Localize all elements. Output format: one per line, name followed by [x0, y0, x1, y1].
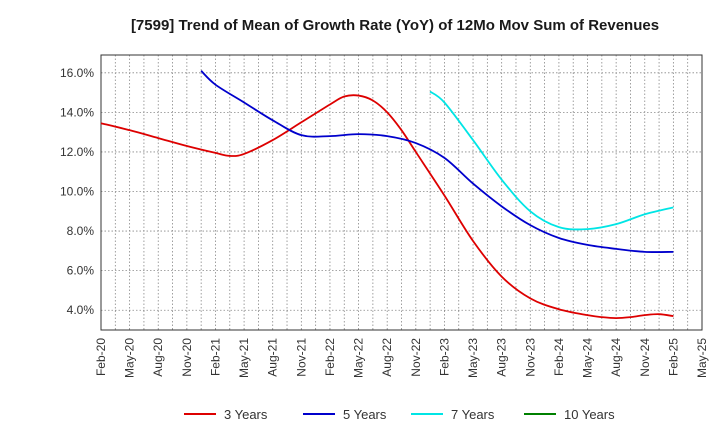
plot-area	[100, 54, 703, 331]
x-tick-label: Aug-20	[151, 338, 165, 377]
x-tick-label: Feb-23	[437, 338, 451, 376]
x-tick-label: May-20	[123, 338, 137, 378]
y-tick-label: 10.0%	[60, 185, 94, 199]
x-tick-label: Aug-22	[380, 338, 394, 377]
grid	[100, 55, 703, 330]
x-tick-label: Feb-22	[323, 338, 337, 376]
series-line-3-years	[100, 94, 674, 320]
x-tick-label: Nov-22	[409, 338, 423, 377]
x-tick-label: Nov-20	[180, 338, 194, 377]
series-line-5-years	[200, 70, 674, 253]
x-tick-label: Nov-24	[638, 338, 652, 377]
y-tick-label: 4.0%	[67, 303, 95, 317]
series-line-7-years	[429, 90, 674, 231]
chart-title: [7599] Trend of Mean of Growth Rate (YoY…	[131, 17, 659, 34]
y-tick-label: 6.0%	[67, 264, 95, 278]
x-tick-label: May-24	[581, 338, 595, 378]
x-tick-label: Aug-21	[266, 338, 280, 377]
x-tick-label: Feb-20	[94, 338, 108, 376]
x-tick-label: May-22	[352, 338, 366, 378]
x-tick-label: May-25	[695, 338, 709, 378]
x-tick-label: Aug-24	[609, 338, 623, 377]
legend-label-5-years: 5 Years	[343, 407, 387, 422]
x-tick-label: Nov-23	[523, 338, 537, 377]
series-lines	[100, 70, 674, 320]
x-axis: Feb-20 May-20 Aug-20 Nov-20 Feb-21 May-21 Aug-…	[94, 338, 709, 378]
legend-label-7-years: 7 Years	[451, 407, 495, 422]
x-tick-label: Feb-21	[208, 338, 222, 376]
x-tick-label: Nov-21	[294, 338, 308, 377]
x-tick-label: Feb-25	[666, 338, 680, 376]
legend-label-10-years: 10 Years	[564, 407, 615, 422]
legend: 3 Years 5 Years 7 Years 10 Years	[184, 407, 615, 422]
x-tick-label: May-21	[237, 338, 251, 378]
y-tick-label: 8.0%	[67, 224, 95, 238]
legend-label-3-years: 3 Years	[224, 407, 268, 422]
y-tick-label: 14.0%	[60, 105, 94, 119]
y-tick-label: 16.0%	[60, 66, 94, 80]
x-tick-label: Feb-24	[552, 338, 566, 376]
x-tick-label: May-23	[466, 338, 480, 378]
y-axis: 4.0% 6.0% 8.0% 10.0% 12.0% 14.0% 16.0%	[60, 66, 94, 317]
y-tick-label: 12.0%	[60, 145, 94, 159]
x-tick-label: Aug-23	[495, 338, 509, 377]
